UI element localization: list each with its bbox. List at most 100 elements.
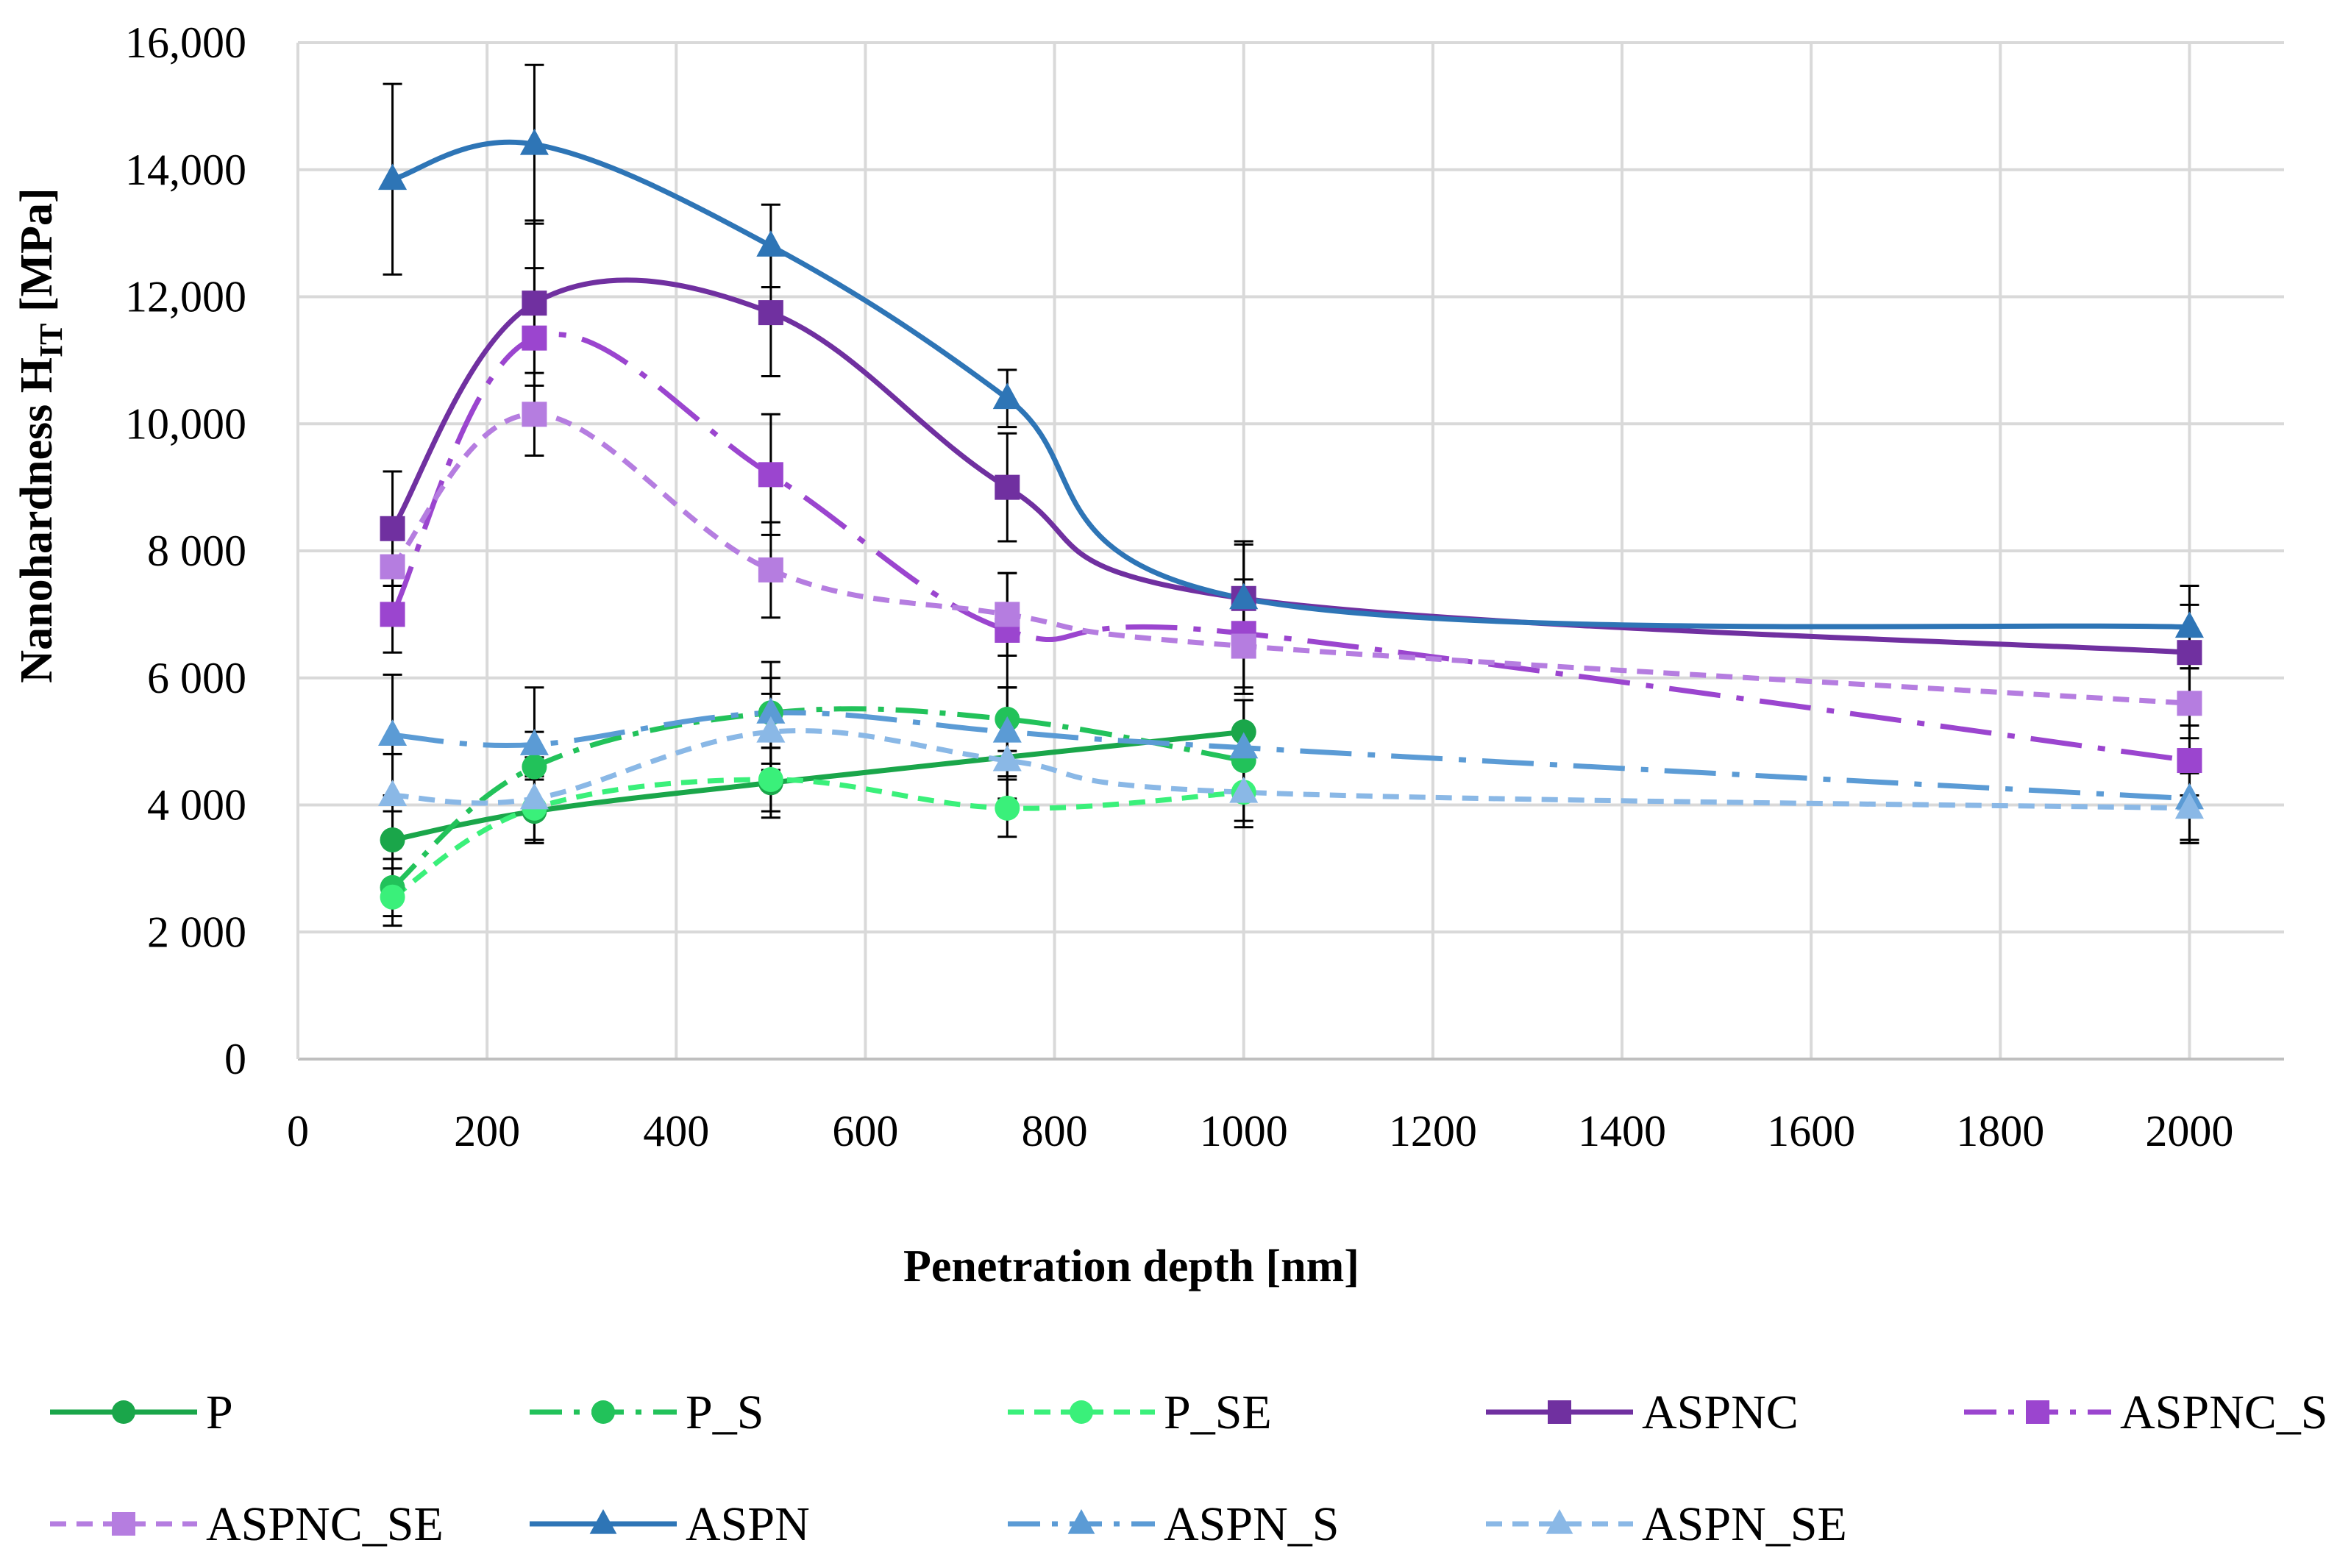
data-point-p	[1231, 719, 1256, 745]
data-point-aspnc-se	[758, 557, 783, 582]
series-lines	[390, 139, 2190, 899]
data-point-aspn-s	[992, 716, 1022, 743]
data-point-p-s	[522, 754, 547, 780]
y-tick-label: 2 000	[147, 908, 246, 956]
legend-marker-p-s	[591, 1400, 615, 1424]
series-line-aspn-se	[392, 728, 2190, 811]
legend-marker-aspnc	[1548, 1400, 1571, 1424]
legend-item-p-s: P_S	[530, 1386, 764, 1439]
series-line-aspn-s	[392, 710, 2190, 802]
axes	[296, 43, 2284, 1061]
data-point-aspnc	[522, 291, 547, 316]
legend-marker-p	[112, 1400, 135, 1424]
y-axis-title: Nanohardness HIT [MPa]	[12, 188, 69, 683]
x-tick-label: 400	[643, 1107, 709, 1155]
legend-label-aspn-s: ASPN_S	[1164, 1497, 1339, 1551]
legend-item-aspn: ASPN	[530, 1497, 810, 1551]
legend-label-aspnc-s: ASPNC_S	[2120, 1386, 2327, 1439]
data-point-p-se	[995, 795, 1020, 821]
legend-marker-aspn	[589, 1509, 617, 1534]
series-line-aspnc-s	[390, 332, 2190, 763]
legend-label-p-se: P_SE	[1164, 1386, 1272, 1439]
data-point-aspn-se	[756, 716, 786, 743]
y-tick-label: 16,000	[125, 18, 246, 67]
series-line-p	[391, 729, 1245, 843]
data-point-p	[380, 827, 405, 853]
x-tick-label: 1400	[1578, 1107, 1666, 1155]
legend-label-aspn: ASPN	[686, 1497, 810, 1551]
legend-item-aspn-s: ASPN_S	[1008, 1497, 1339, 1551]
data-point-aspnc	[758, 300, 783, 326]
data-point-aspnc	[380, 516, 405, 541]
legend-item-p-se: P_SE	[1008, 1386, 1272, 1439]
y-axis-title-main: Nanohardness H	[12, 357, 62, 683]
x-axis-title: Penetration depth [nm]	[903, 1241, 1359, 1291]
x-tick-label: 0	[287, 1107, 309, 1155]
legend: P P_S P_SE ASPNC ASPNC_S ASPNC_SE ASPN ASPN_S AS…	[50, 1386, 2327, 1551]
y-tick-label: 6 000	[147, 654, 246, 702]
data-point-aspn-se	[1229, 776, 1259, 803]
legend-marker-p-se	[1070, 1400, 1093, 1424]
legend-item-aspn-se: ASPN_SE	[1486, 1497, 1847, 1551]
data-point-aspn	[519, 128, 549, 155]
y-tick-label: 8 000	[147, 527, 246, 575]
data-point-aspnc-se	[380, 554, 405, 580]
gridlines	[298, 41, 2284, 1059]
data-point-aspnc-se	[995, 602, 1020, 627]
data-point-aspn-se	[519, 783, 549, 810]
legend-marker-aspnc-se	[112, 1512, 135, 1536]
x-tick-label: 1600	[1767, 1107, 1855, 1155]
data-points	[378, 128, 2204, 910]
legend-marker-aspn-se	[1546, 1509, 1573, 1534]
legend-item-aspnc-se: ASPNC_SE	[50, 1497, 444, 1551]
data-point-aspn-se	[992, 744, 1022, 771]
y-tick-label: 14,000	[125, 146, 246, 194]
legend-label-p-s: P_S	[686, 1386, 764, 1439]
legend-label-aspn-se: ASPN_SE	[1642, 1497, 1847, 1551]
data-point-p-se	[380, 884, 405, 910]
y-tick-label: 0	[224, 1035, 246, 1083]
legend-item-p: P	[50, 1386, 233, 1439]
data-point-aspnc-s	[380, 602, 405, 627]
y-tick-label: 10,000	[125, 399, 246, 448]
x-tick-label: 600	[832, 1107, 898, 1155]
data-point-p-se	[758, 766, 783, 792]
legend-label-aspnc-se: ASPNC_SE	[206, 1497, 444, 1551]
x-tick-label: 1800	[1956, 1107, 2044, 1155]
x-tick-label: 2000	[2145, 1107, 2233, 1155]
x-tick-label: 200	[454, 1107, 520, 1155]
x-axis-ticks: 0 200 400 600 800 1000 1200 1400 1600 1800 2000	[287, 1107, 2233, 1155]
data-point-aspnc	[995, 474, 1020, 500]
data-point-aspnc-s	[2177, 748, 2202, 774]
x-tick-label: 800	[1022, 1107, 1088, 1155]
data-point-aspnc-se	[2177, 691, 2202, 716]
legend-label-p: P	[206, 1386, 233, 1439]
data-point-aspnc-se	[1231, 633, 1256, 659]
data-point-aspn	[756, 230, 786, 257]
data-point-aspn-se	[2174, 792, 2204, 819]
data-point-aspn-se	[378, 780, 408, 806]
data-point-aspn	[992, 382, 1022, 410]
data-point-aspn-s	[1229, 732, 1259, 759]
legend-marker-aspn-s	[1067, 1509, 1095, 1534]
y-axis-title-subscript: IT	[33, 323, 69, 357]
data-point-aspn	[378, 163, 408, 190]
legend-item-aspnc: ASPNC	[1486, 1386, 1799, 1439]
data-point-aspnc	[2177, 640, 2202, 666]
x-tick-label: 1200	[1389, 1107, 1477, 1155]
data-point-aspnc-se	[522, 402, 547, 427]
x-tick-label: 1000	[1200, 1107, 1288, 1155]
data-point-aspnc-s	[758, 462, 783, 488]
legend-item-aspnc-s: ASPNC_S	[1964, 1386, 2327, 1439]
legend-marker-aspnc-s	[2026, 1400, 2049, 1424]
y-axis-ticks: 0 2 000 4 000 6 000 8 000 10,000 12,000 14,000 1…	[125, 18, 246, 1083]
data-point-aspn-s	[519, 729, 549, 755]
series-line-aspnc-se	[390, 411, 2190, 706]
y-tick-label: 12,000	[125, 273, 246, 321]
data-point-aspnc-s	[522, 325, 547, 351]
legend-label-aspnc: ASPNC	[1642, 1386, 1799, 1439]
y-axis-title-unit: [MPa]	[12, 188, 62, 323]
series-line-p-s	[391, 706, 1245, 890]
y-tick-label: 4 000	[147, 781, 246, 830]
